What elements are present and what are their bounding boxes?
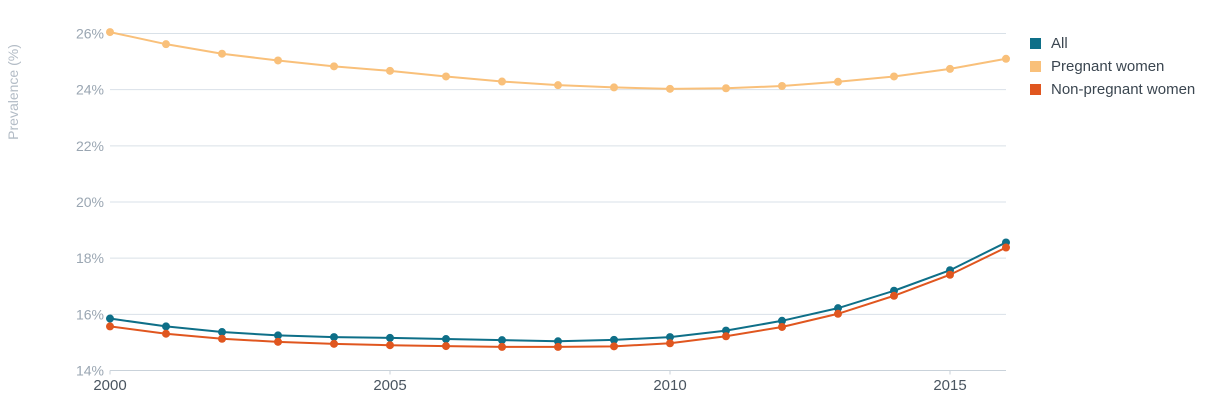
data-point — [162, 329, 170, 338]
legend: All Pregnant women Non-pregnant women — [1030, 32, 1195, 101]
y-tick-label: 18% — [76, 250, 104, 266]
data-point — [330, 339, 338, 348]
data-point — [554, 81, 562, 90]
legend-label: All — [1051, 35, 1068, 52]
data-point — [386, 341, 394, 350]
series-line — [109, 241, 1007, 343]
data-point — [778, 322, 786, 331]
legend-item-all[interactable]: All — [1030, 32, 1195, 55]
y-axis-ticks: 14% 16% 18% 20% 22% 24% 26% — [76, 26, 104, 379]
series-line — [109, 31, 1007, 90]
data-point — [386, 66, 394, 75]
y-tick-label: 24% — [76, 82, 104, 98]
data-point — [666, 333, 674, 342]
data-point — [778, 316, 786, 325]
data-point — [610, 342, 618, 351]
y-tick-label: 22% — [76, 138, 104, 154]
series-group — [106, 28, 1010, 351]
x-tick-label: 2010 — [653, 377, 686, 394]
data-point — [1002, 243, 1010, 252]
data-point — [722, 332, 730, 341]
data-point — [330, 62, 338, 71]
y-tick-label: 16% — [76, 306, 104, 322]
data-point — [722, 84, 730, 93]
x-tick-label: 2005 — [373, 377, 406, 394]
data-point — [498, 342, 506, 351]
data-point — [890, 72, 898, 81]
data-point — [218, 328, 226, 337]
data-point — [274, 331, 282, 340]
data-point — [162, 40, 170, 49]
data-point — [890, 291, 898, 300]
y-tick-label: 14% — [76, 363, 104, 379]
legend-swatch — [1030, 38, 1041, 49]
x-axis-ticks: 2000 2005 2010 2015 — [93, 370, 967, 394]
data-point — [1002, 54, 1010, 63]
x-tick-label: 2015 — [933, 377, 966, 394]
data-point — [554, 337, 562, 346]
series-pregnant-women — [106, 28, 1010, 93]
data-point — [442, 335, 450, 344]
data-point — [778, 82, 786, 91]
data-point — [666, 339, 674, 348]
data-point — [834, 304, 842, 313]
legend-item-pregnant-women[interactable]: Pregnant women — [1030, 55, 1195, 78]
data-point — [218, 334, 226, 343]
legend-swatch — [1030, 84, 1041, 95]
data-point — [218, 49, 226, 58]
data-point — [722, 326, 730, 335]
series-non-pregnant-women — [106, 243, 1010, 351]
data-point — [610, 335, 618, 344]
data-point — [330, 333, 338, 342]
legend-item-non-pregnant-women[interactable]: Non-pregnant women — [1030, 78, 1195, 101]
data-point — [666, 84, 674, 93]
data-point — [946, 64, 954, 73]
y-axis-title: Prevalence (%) — [5, 44, 21, 140]
data-point — [106, 322, 114, 331]
y-tick-label: 26% — [76, 26, 104, 42]
data-point — [162, 322, 170, 331]
gridlines — [110, 33, 1006, 315]
data-point — [498, 336, 506, 345]
data-point — [274, 56, 282, 65]
y-tick-label: 20% — [76, 194, 104, 210]
data-point — [834, 77, 842, 86]
legend-label: Pregnant women — [1051, 58, 1165, 75]
data-point — [106, 28, 114, 37]
legend-label: Non-pregnant women — [1051, 81, 1196, 98]
data-point — [946, 270, 954, 279]
data-point — [442, 72, 450, 81]
data-point — [106, 314, 114, 323]
data-point — [386, 333, 394, 342]
series-all — [106, 238, 1010, 346]
data-point — [610, 83, 618, 92]
data-point — [442, 342, 450, 351]
data-point — [274, 337, 282, 346]
data-point — [498, 77, 506, 86]
data-point — [554, 342, 562, 351]
x-tick-label: 2000 — [93, 377, 126, 394]
data-point — [834, 309, 842, 318]
legend-swatch — [1030, 61, 1041, 72]
